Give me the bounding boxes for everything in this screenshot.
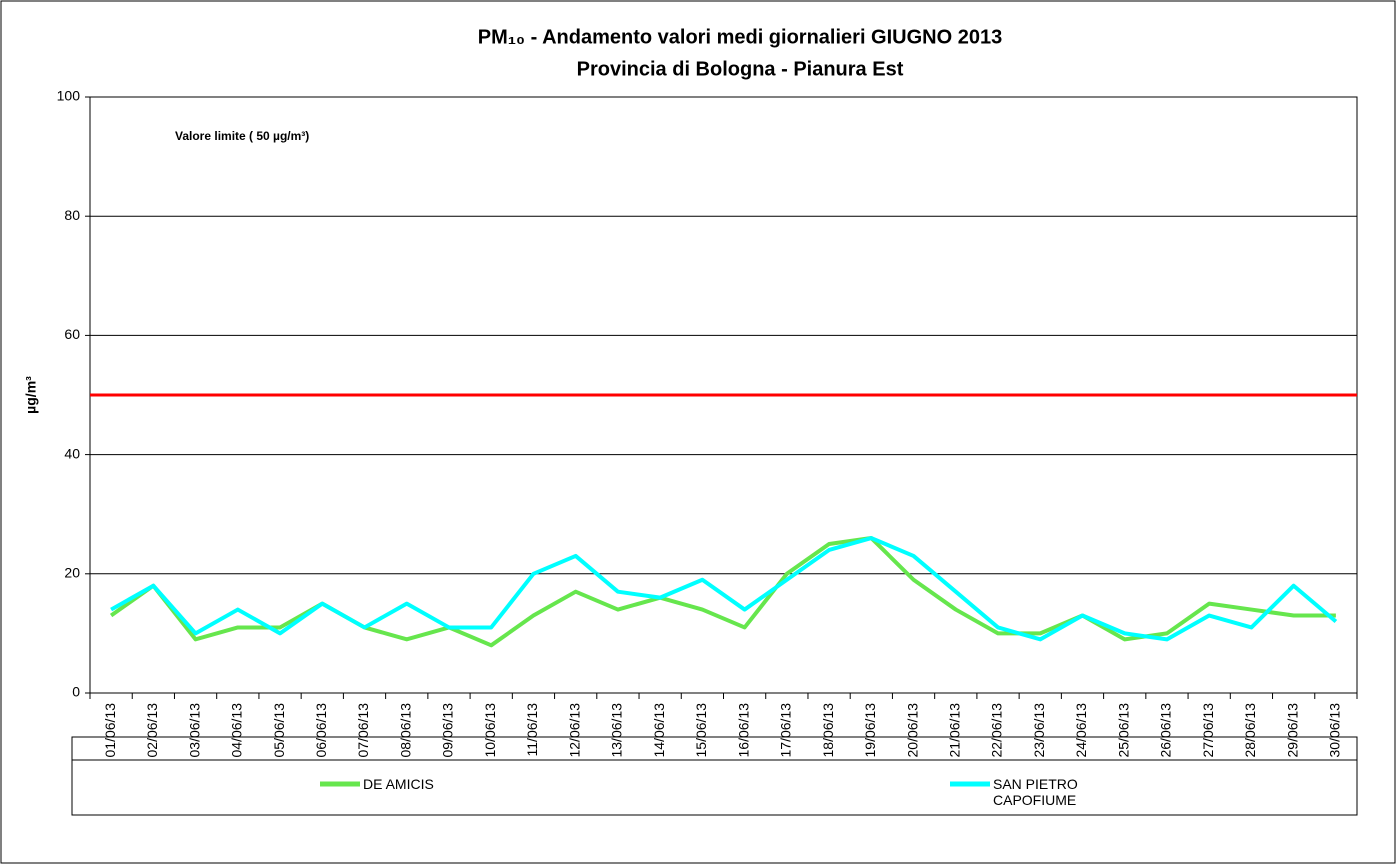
x-tick-label: 14/06/13 xyxy=(651,703,667,758)
y-tick-label: 100 xyxy=(57,88,81,104)
x-tick-label: 13/06/13 xyxy=(609,703,625,758)
annotation: Valore limite ( 50 µg/m³) xyxy=(175,129,309,143)
x-tick-label: 11/06/13 xyxy=(524,703,540,757)
series-line xyxy=(110,536,1338,642)
x-tick-label: 15/06/13 xyxy=(693,703,709,758)
x-tick-label: 23/06/13 xyxy=(1031,703,1047,758)
x-tick-label: 06/06/13 xyxy=(313,703,329,758)
legend-label: SAN PIETRO CAPOFIUME xyxy=(993,776,1078,808)
x-tick-label: 22/06/13 xyxy=(989,703,1005,758)
y-axis-label: µg/m³ xyxy=(23,376,39,414)
x-tick-label: 03/06/13 xyxy=(186,703,202,758)
x-tick-label: 01/06/13 xyxy=(102,703,118,758)
chart-title: PM₁₀ - Andamento valori medi giornalieri… xyxy=(478,26,1002,48)
x-tick-label: 27/06/13 xyxy=(1200,703,1216,758)
x-tick-label: 17/06/13 xyxy=(778,703,794,758)
x-tick-label: 02/06/13 xyxy=(144,703,160,758)
x-tick-label: 29/06/13 xyxy=(1284,703,1300,758)
y-tick-label: 0 xyxy=(72,684,80,700)
y-tick-label: 60 xyxy=(64,326,80,342)
x-tick-label: 30/06/13 xyxy=(1327,703,1343,758)
y-tick-label: 40 xyxy=(64,445,80,461)
chart-subtitle: Provincia di Bologna - Pianura Est xyxy=(577,58,904,80)
x-tick-label: 26/06/13 xyxy=(1158,703,1174,758)
x-tick-label: 05/06/13 xyxy=(271,703,287,758)
y-tick-label: 80 xyxy=(64,207,80,223)
x-tick-label: 10/06/13 xyxy=(482,703,498,758)
x-tick-label: 20/06/13 xyxy=(904,703,920,758)
series-line xyxy=(109,536,1336,648)
x-tick-label: 21/06/13 xyxy=(946,703,962,758)
legend-box xyxy=(71,736,1358,816)
x-tick-label: 09/06/13 xyxy=(440,703,456,758)
x-tick-label: 18/06/13 xyxy=(820,703,836,758)
x-tick-label: 19/06/13 xyxy=(862,703,878,758)
legend-label: DE AMICIS xyxy=(363,776,434,792)
x-tick-label: 04/06/13 xyxy=(229,703,245,758)
x-tick-label: 25/06/13 xyxy=(1115,703,1131,758)
x-tick-label: 07/06/13 xyxy=(355,703,371,758)
x-tick-label: 08/06/13 xyxy=(397,703,413,758)
x-tick-label: 24/06/13 xyxy=(1073,703,1089,758)
x-tick-label: 16/06/13 xyxy=(735,703,751,758)
x-tick-label: 12/06/13 xyxy=(566,703,582,758)
y-tick-label: 20 xyxy=(64,565,80,581)
x-tick-label: 28/06/13 xyxy=(1242,703,1258,758)
